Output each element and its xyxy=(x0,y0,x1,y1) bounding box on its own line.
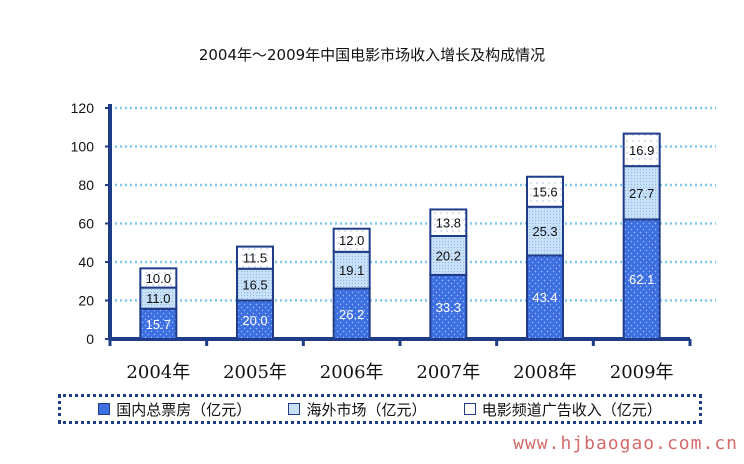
bar-segment-domestic xyxy=(622,218,661,341)
bar-segment-ad xyxy=(332,227,371,253)
bar-segment-overseas xyxy=(429,235,468,276)
bar-segment-overseas xyxy=(526,205,564,257)
bar-segment-domestic xyxy=(526,254,564,340)
y-tick-label: 60 xyxy=(78,216,94,232)
legend-swatch-overseas xyxy=(288,403,301,415)
data-label: 13.8 xyxy=(436,216,461,231)
bar-segment-domestic xyxy=(236,299,274,340)
chart-title: 2004年～2009年中国电影市场收入增长及构成情况 xyxy=(198,46,546,64)
data-label: 15.6 xyxy=(532,185,557,200)
bar-segment-domestic xyxy=(429,273,468,340)
legend-label-ad: 电影频道广告收入（亿元） xyxy=(481,400,662,419)
y-tick-label: 120 xyxy=(71,100,95,116)
x-tick-label: 2008年 xyxy=(513,362,577,383)
data-label: 15.7 xyxy=(146,317,171,332)
data-label: 19.1 xyxy=(339,263,364,278)
data-label: 20.0 xyxy=(242,313,267,328)
x-tick-label: 2009年 xyxy=(610,362,674,383)
legend-label-overseas: 海外市场（亿元） xyxy=(306,400,427,419)
bar-segment-ad xyxy=(236,245,274,270)
y-tick-label: 20 xyxy=(78,293,94,309)
y-tick-label: 80 xyxy=(78,177,94,193)
data-label: 11.5 xyxy=(243,251,267,266)
watermark-text: www.hjbaogao.com.cn xyxy=(513,433,738,454)
legend-label-domestic: 国内总票房（亿元） xyxy=(116,400,252,419)
bar-segment-ad xyxy=(526,175,564,208)
x-tick-label: 2004年 xyxy=(126,362,190,383)
chart-legend: 国内总票房（亿元） 海外市场（亿元） 电影频道广告收入（亿元） xyxy=(58,394,702,424)
data-label: 25.3 xyxy=(532,224,557,239)
x-tick-label: 2005年 xyxy=(223,362,287,383)
legend-item-overseas: 海外市场（亿元） xyxy=(288,399,427,420)
data-label: 43.4 xyxy=(532,290,557,305)
data-label: 10.0 xyxy=(146,271,171,286)
data-label: 26.2 xyxy=(339,307,364,322)
data-label: 33.3 xyxy=(436,300,461,315)
bar-segment-ad xyxy=(139,267,178,289)
data-label: 16.5 xyxy=(242,278,267,293)
legend-item-ad: 电影频道广告收入（亿元） xyxy=(463,399,662,420)
data-label: 20.2 xyxy=(436,248,461,263)
data-label: 62.1 xyxy=(629,272,654,287)
bar-segment-ad xyxy=(622,132,661,168)
data-label: 11.0 xyxy=(146,291,170,306)
bar-segment-domestic xyxy=(332,287,371,341)
x-tick-label: 2006年 xyxy=(320,362,384,383)
legend-swatch-domestic xyxy=(98,403,111,415)
legend-swatch-ad xyxy=(463,403,476,415)
bar-segment-overseas xyxy=(236,267,274,302)
data-label: 27.7 xyxy=(629,186,654,201)
y-tick-label: 40 xyxy=(78,254,94,270)
data-label: 12.0 xyxy=(339,233,364,248)
stacked-bar-chart: 15.7 11.0 10.0 20.0 16.5 11.5 26.2 19.1 12.0 33.3… xyxy=(71,100,716,383)
legend-item-domestic: 国内总票房（亿元） xyxy=(98,399,251,420)
data-label: 16.9 xyxy=(629,143,654,158)
y-tick-label: 100 xyxy=(71,139,95,155)
y-tick-label: 0 xyxy=(86,331,94,347)
bar-segment-domestic xyxy=(139,307,178,340)
bar-segment-overseas xyxy=(622,165,661,221)
bar-segment-ad xyxy=(429,208,468,238)
x-tick-label: 2007年 xyxy=(416,362,480,383)
